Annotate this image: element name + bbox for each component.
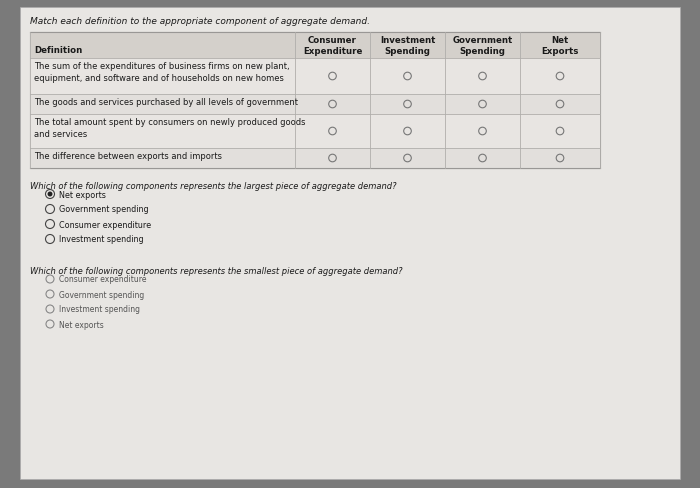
Text: Consumer expenditure: Consumer expenditure — [59, 220, 151, 229]
Text: The total amount spent by consumers on newly produced goods
and services: The total amount spent by consumers on n… — [34, 118, 305, 139]
Text: Consumer expenditure: Consumer expenditure — [59, 275, 146, 284]
Text: The difference between exports and imports: The difference between exports and impor… — [34, 152, 222, 161]
Bar — [30, 149, 600, 169]
Text: Match each definition to the appropriate component of aggregate demand.: Match each definition to the appropriate… — [30, 17, 370, 26]
Bar — [30, 95, 600, 115]
Text: Investment spending: Investment spending — [59, 305, 140, 314]
Bar — [30, 33, 600, 59]
Text: Net exports: Net exports — [59, 320, 104, 329]
Text: Investment spending: Investment spending — [59, 235, 144, 244]
Text: Government
Spending: Government Spending — [452, 36, 512, 56]
Text: Definition: Definition — [34, 46, 83, 55]
Text: Net exports: Net exports — [59, 190, 106, 199]
Text: The sum of the expenditures of business firms on new plant,
equipment, and softw: The sum of the expenditures of business … — [34, 62, 290, 83]
Text: Government spending: Government spending — [59, 205, 148, 214]
Text: Which of the following components represents the smallest piece of aggregate dem: Which of the following components repres… — [30, 266, 402, 275]
Text: Consumer
Expenditure: Consumer Expenditure — [303, 36, 362, 56]
Text: The goods and services purchased by all levels of government: The goods and services purchased by all … — [34, 98, 298, 107]
Circle shape — [48, 192, 52, 197]
Bar — [30, 59, 600, 95]
Bar — [30, 115, 600, 149]
Text: Which of the following components represents the largest piece of aggregate dema: Which of the following components repres… — [30, 182, 397, 191]
Text: Investment
Spending: Investment Spending — [380, 36, 435, 56]
Text: Net
Exports: Net Exports — [541, 36, 579, 56]
Text: Government spending: Government spending — [59, 290, 144, 299]
Bar — [30, 33, 600, 169]
